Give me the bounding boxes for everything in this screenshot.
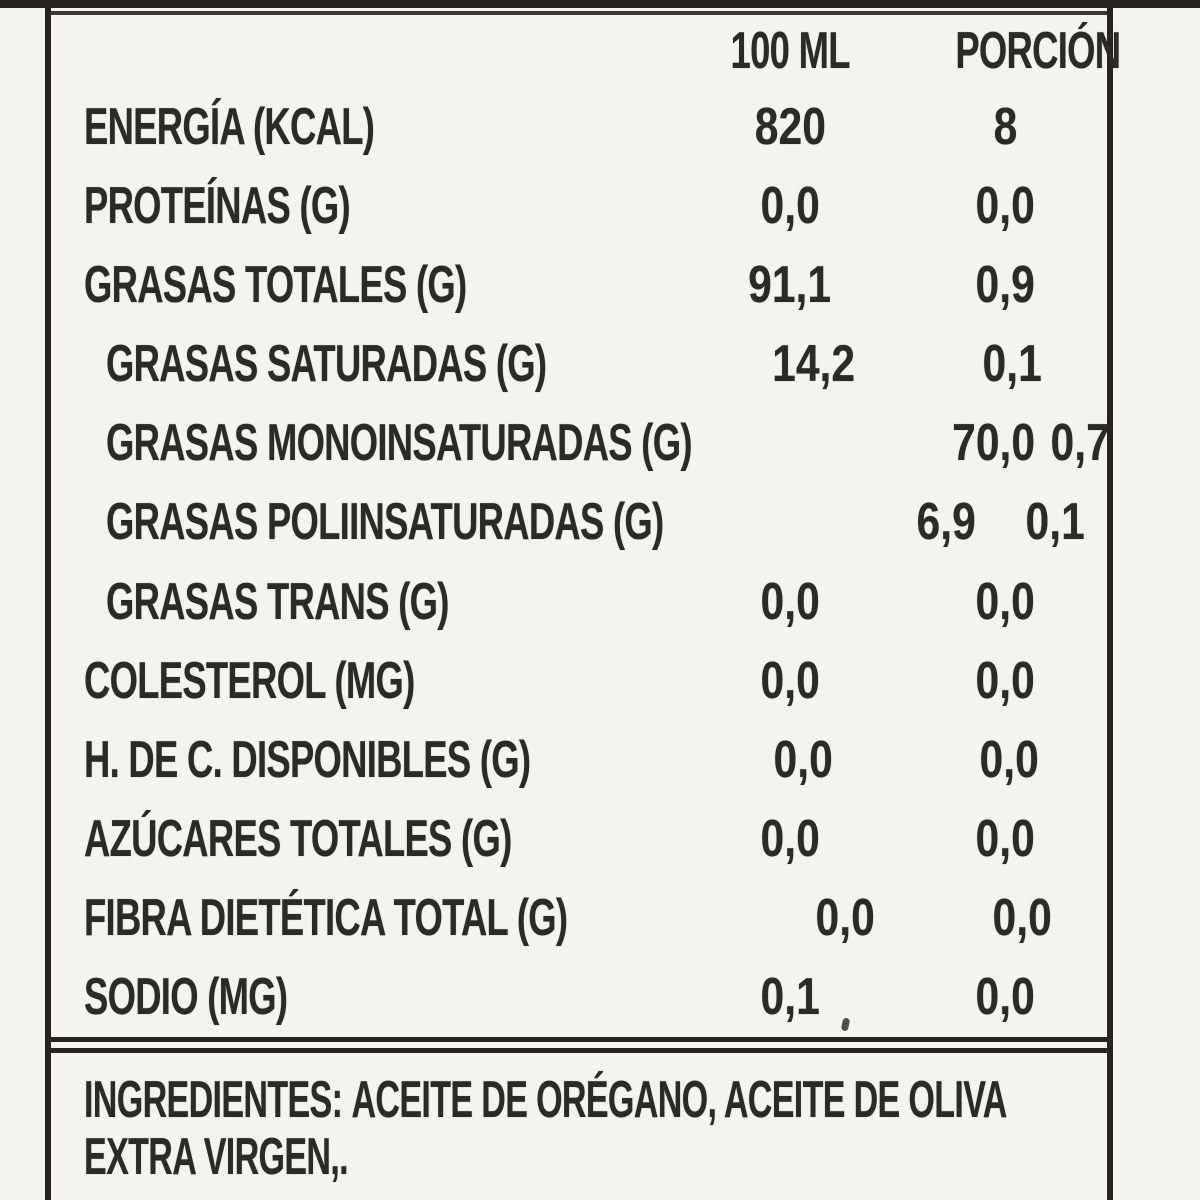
row-label: GRASAS TRANS (G): [106, 572, 449, 631]
value-porcion: 0,1: [982, 335, 1043, 394]
value-porcion: 0,1: [1025, 493, 1085, 552]
table-top-rule: [45, 11, 1113, 15]
row-label: FIBRA DIETÉTICA TOTAL (G): [84, 889, 568, 948]
value-porcion: 0,0: [975, 176, 1035, 235]
row-label: GRASAS SATURADAS (G): [106, 335, 547, 394]
ingredients-text: ACEITE DE ORÉGANO, ACEITE DE OLIVA: [351, 1071, 1007, 1129]
ingredients-top-rule: [45, 1048, 1113, 1053]
value-porcion: 0,0: [979, 730, 1039, 789]
table-row: H. DE C. DISPONIBLES (G) 0,0 0,0: [51, 720, 1107, 799]
value-porcion: 0,0: [975, 810, 1035, 869]
value-100ml: 0,1: [760, 968, 820, 1027]
table-row: AZÚCARES TOTALES (G) 0,0 0,0: [51, 800, 1107, 879]
value-100ml: 820: [754, 97, 826, 156]
column-header-100ml: 100 ML: [730, 22, 851, 80]
value-100ml: 0,0: [815, 889, 875, 948]
value-porcion: 8: [993, 97, 1017, 156]
table-row: PROTEÍNAS (G) 0,0 0,0: [51, 166, 1107, 245]
ingredients-section: INGREDIENTES: ACEITE DE ORÉGANO, ACEITE D…: [84, 1072, 1106, 1186]
value-100ml: 0,0: [773, 730, 833, 789]
value-100ml: 6,9: [916, 493, 976, 552]
table-row: GRASAS POLIINSATURADAS (G) 6,9 0,1: [51, 483, 1107, 562]
ingredients-text: EXTRA VIRGEN,.: [84, 1128, 349, 1186]
table-row: GRASAS MONOINSATURADAS (G) 70,0 0,7: [51, 404, 1110, 483]
value-porcion: 0,0: [975, 651, 1035, 710]
value-100ml: 70,0: [951, 414, 1035, 473]
row-label: ENERGÍA (KCAL): [84, 97, 375, 156]
ingredients-title: INGREDIENTES:: [84, 1071, 343, 1129]
table-row: GRASAS SATURADAS (G) 14,2 0,1: [51, 325, 1107, 404]
label-border-left: [45, 8, 51, 1200]
value-porcion: 0,9: [975, 255, 1035, 314]
value-100ml: 0,0: [760, 651, 820, 710]
table-row: GRASAS TOTALES (G) 91,1 0,9: [51, 245, 1107, 324]
value-100ml: 0,0: [760, 572, 820, 631]
row-label: H. DE C. DISPONIBLES (G): [84, 730, 531, 789]
table-row: COLESTEROL (MG) 0,0 0,0: [51, 641, 1107, 720]
ingredients-line-2: EXTRA VIRGEN,.: [84, 1129, 1106, 1186]
row-label: SODIO (MG): [84, 968, 288, 1027]
row-label: COLESTEROL (MG): [84, 651, 415, 710]
column-header-porcion: PORCIÓN: [955, 22, 1121, 80]
table-bottom-rule: [45, 1037, 1113, 1042]
row-label: AZÚCARES TOTALES (G): [84, 810, 512, 869]
value-porcion: 0,0: [975, 968, 1035, 1027]
value-porcion: 0,0: [992, 889, 1053, 948]
table-row: SODIO (MG) 0,1 0,0: [51, 958, 1107, 1037]
label-border-right: [1107, 8, 1113, 1200]
row-label: GRASAS POLIINSATURADAS (G): [106, 493, 664, 552]
row-label: GRASAS TOTALES (G): [84, 255, 467, 314]
value-porcion: 0,7: [1050, 414, 1110, 473]
table-row: GRASAS TRANS (G) 0,0 0,0: [51, 562, 1107, 641]
value-100ml: 14,2: [772, 335, 856, 394]
table-header-row: 100 ML PORCIÓN: [51, 15, 1121, 87]
table-row: ENERGÍA (KCAL) 820 8: [51, 87, 1107, 166]
row-label: PROTEÍNAS (G): [84, 176, 351, 235]
ingredients-line-1: INGREDIENTES: ACEITE DE ORÉGANO, ACEITE D…: [84, 1072, 1106, 1129]
value-porcion: 0,0: [975, 572, 1035, 631]
row-label: GRASAS MONOINSATURADAS (G): [106, 414, 692, 473]
nutrition-table: 100 ML PORCIÓN ENERGÍA (KCAL) 820 8 PROT…: [51, 15, 1121, 1037]
top-rule: [0, 0, 1200, 8]
table-row: FIBRA DIETÉTICA TOTAL (G) 0,0 0,0: [51, 879, 1107, 958]
value-100ml: 91,1: [748, 255, 832, 314]
value-100ml: 0,0: [760, 810, 820, 869]
value-100ml: 0,0: [760, 176, 820, 235]
